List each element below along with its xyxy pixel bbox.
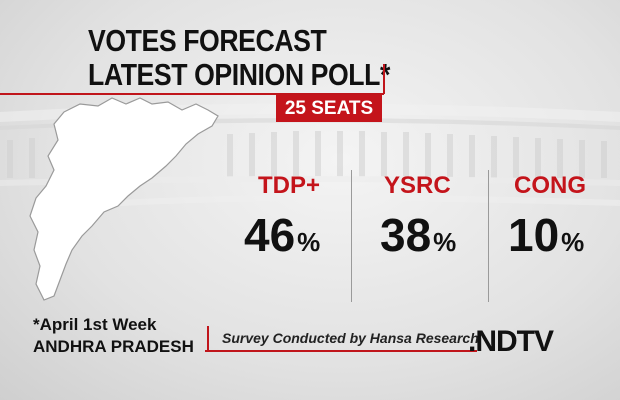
party-label-tdp: TDP+: [258, 172, 321, 199]
title-underline: [0, 93, 384, 95]
seats-badge: 25 SEATS: [276, 95, 382, 122]
vote-share-cong-value: 10: [508, 209, 560, 261]
vote-share-ysrc: 38%: [380, 210, 456, 272]
percent-sign: %: [433, 227, 457, 257]
percent-sign: %: [561, 227, 585, 257]
column-divider: [488, 170, 489, 302]
column-divider: [351, 170, 352, 302]
title-line-1: VOTES FORECAST: [88, 23, 327, 58]
source-credit: Survey Conducted by Hansa Research: [222, 330, 479, 346]
vote-share-ysrc-value: 38: [380, 209, 432, 261]
vote-share-tdp: 46%: [244, 210, 320, 272]
title-line-2: LATEST OPINION POLL*: [88, 57, 390, 92]
source-underline: [205, 350, 477, 352]
party-label-cong: CONG: [514, 172, 586, 199]
state-map-shape: [29, 97, 219, 301]
vote-share-cong: 10%: [508, 210, 584, 272]
percent-sign: %: [297, 227, 321, 257]
state-name: ANDHRA PRADESH: [33, 337, 194, 356]
source-tick: [207, 326, 209, 352]
vote-share-tdp-value: 46: [244, 209, 296, 261]
title-tick: [383, 64, 385, 94]
footnote: *April 1st Week: [33, 315, 157, 334]
ndtv-logo: .NDTV: [468, 325, 554, 358]
party-label-ysrc: YSRC: [384, 172, 451, 199]
